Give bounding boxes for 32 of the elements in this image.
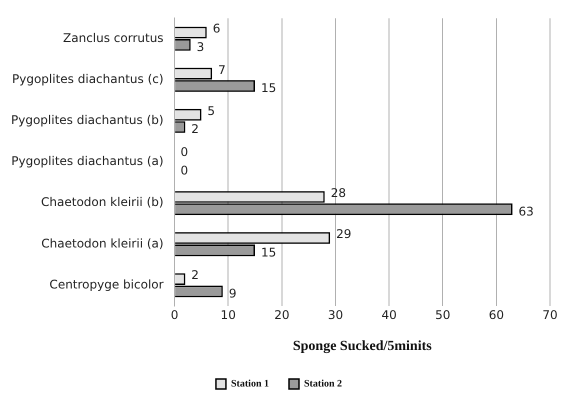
data-label: 2 xyxy=(191,268,199,282)
data-label: 3 xyxy=(196,40,204,54)
legend-label: Station 1 xyxy=(230,378,269,390)
y-tick-label: Pygoplites diachantus (a) xyxy=(11,154,164,168)
data-label: 15 xyxy=(261,245,276,260)
x-tick-label: 20 xyxy=(274,308,290,322)
data-label: 29 xyxy=(336,227,352,242)
data-label: 0 xyxy=(180,144,188,159)
x-tick-label: 70 xyxy=(542,308,558,322)
data-label: 28 xyxy=(330,186,346,200)
data-label: 2 xyxy=(191,122,199,136)
data-label: 9 xyxy=(228,286,236,301)
data-label: 15 xyxy=(261,81,276,96)
y-tick-label: Centropyge bicolor xyxy=(49,277,164,292)
y-tick-label: Pygoplites diachantus (b) xyxy=(11,113,164,128)
x-tick-label: 0 xyxy=(170,308,178,322)
legend-label: Station 2 xyxy=(304,378,342,390)
x-tick-label: 40 xyxy=(381,308,397,322)
y-tick-label: Chaetodon kleirii (b) xyxy=(41,195,164,210)
y-tick-label: Zanclus corrutus xyxy=(63,30,164,45)
data-label: 5 xyxy=(207,104,216,118)
data-label: 6 xyxy=(212,22,220,36)
data-label: 7 xyxy=(218,62,226,77)
x-tick-label: 50 xyxy=(435,308,450,322)
data-label: 63 xyxy=(518,204,534,218)
x-tick-label: 60 xyxy=(488,308,504,322)
x-tick-label: 30 xyxy=(328,308,344,322)
x-axis-title: Sponge Sucked/5minits xyxy=(292,339,432,354)
x-tick-label: 10 xyxy=(220,308,236,322)
data-label: 0 xyxy=(180,163,188,178)
y-tick-label: Pygoplites diachantus (c) xyxy=(12,72,164,86)
y-tick-label: Chaetodon kleirii (a) xyxy=(41,236,164,250)
